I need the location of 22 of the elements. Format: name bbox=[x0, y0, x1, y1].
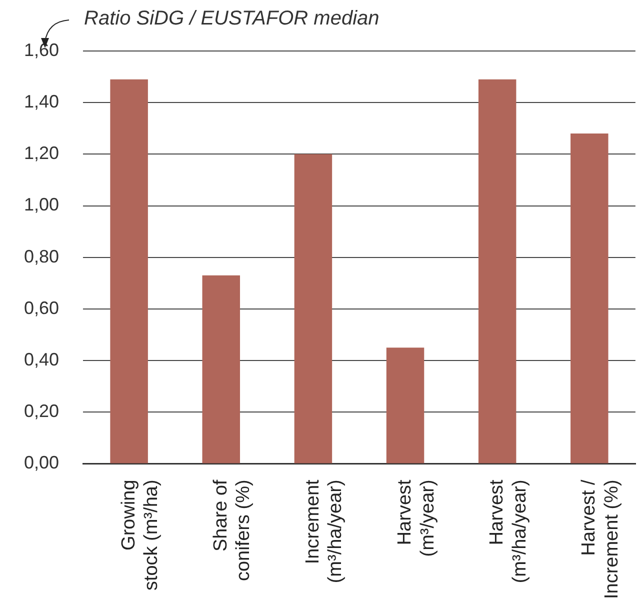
y-tick-label: 0,00 bbox=[24, 452, 60, 473]
x-tick-label: Share of conifers (%) bbox=[210, 478, 254, 582]
x-tick-label: Harvest (m³/ha/year) bbox=[486, 478, 530, 584]
bar bbox=[202, 275, 240, 464]
y-tick-label: 1,20 bbox=[24, 143, 60, 164]
x-tick-label: Increment (m³/ha/year) bbox=[302, 478, 346, 584]
x-tick-label: Harvest (m³/year) bbox=[394, 478, 438, 557]
x-tick-label: Harvest / Increment (%) bbox=[578, 478, 622, 600]
y-tick-label: 0,80 bbox=[24, 246, 60, 266]
bar bbox=[478, 79, 516, 464]
y-tick-label: 0,60 bbox=[24, 298, 60, 318]
y-tick-label: 1,60 bbox=[24, 40, 60, 60]
bar bbox=[386, 348, 424, 464]
y-tick-label: 0,40 bbox=[24, 349, 60, 370]
y-tick-label: 1,40 bbox=[24, 92, 60, 112]
bar bbox=[110, 79, 148, 464]
x-tick-label: Growing stock (m³/ha) bbox=[118, 480, 162, 591]
bar bbox=[570, 134, 608, 464]
y-tick-label: 1,00 bbox=[24, 194, 60, 215]
y-tick-label: 0,20 bbox=[24, 401, 60, 422]
y-axis-title: Ratio SiDG / EUSTAFOR median bbox=[84, 8, 380, 30]
bar bbox=[294, 154, 332, 464]
